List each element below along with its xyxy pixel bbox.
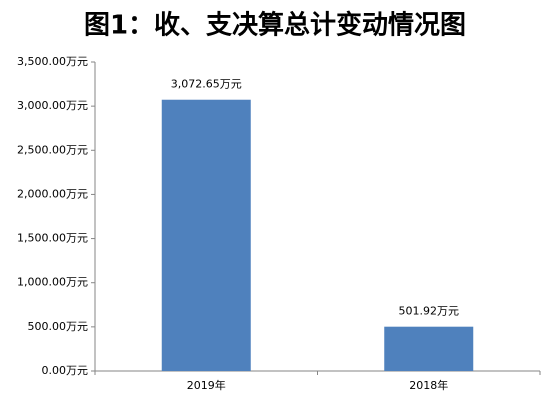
y-tick-label: 3,000.00万元 <box>17 99 88 112</box>
y-tick-label: 1,000.00万元 <box>17 276 88 289</box>
data-label: 3,072.65万元 <box>171 78 242 91</box>
y-tick-label: 0.00万元 <box>42 364 89 377</box>
x-tick-label: 2018年 <box>409 378 448 392</box>
chart-title: 图1：收、支决算总计变动情况图 <box>84 10 466 41</box>
y-tick-label: 2,500.00万元 <box>17 143 88 156</box>
bar <box>161 99 251 372</box>
y-tick-label: 1,500.00万元 <box>17 232 88 245</box>
y-tick-label: 500.00万元 <box>28 320 89 333</box>
bar <box>384 326 474 371</box>
data-label: 501.92万元 <box>399 305 460 318</box>
x-tick-label: 2019年 <box>187 378 226 392</box>
y-tick-label: 2,000.00万元 <box>17 187 88 200</box>
y-tick-label: 3,500.00万元 <box>17 55 88 68</box>
